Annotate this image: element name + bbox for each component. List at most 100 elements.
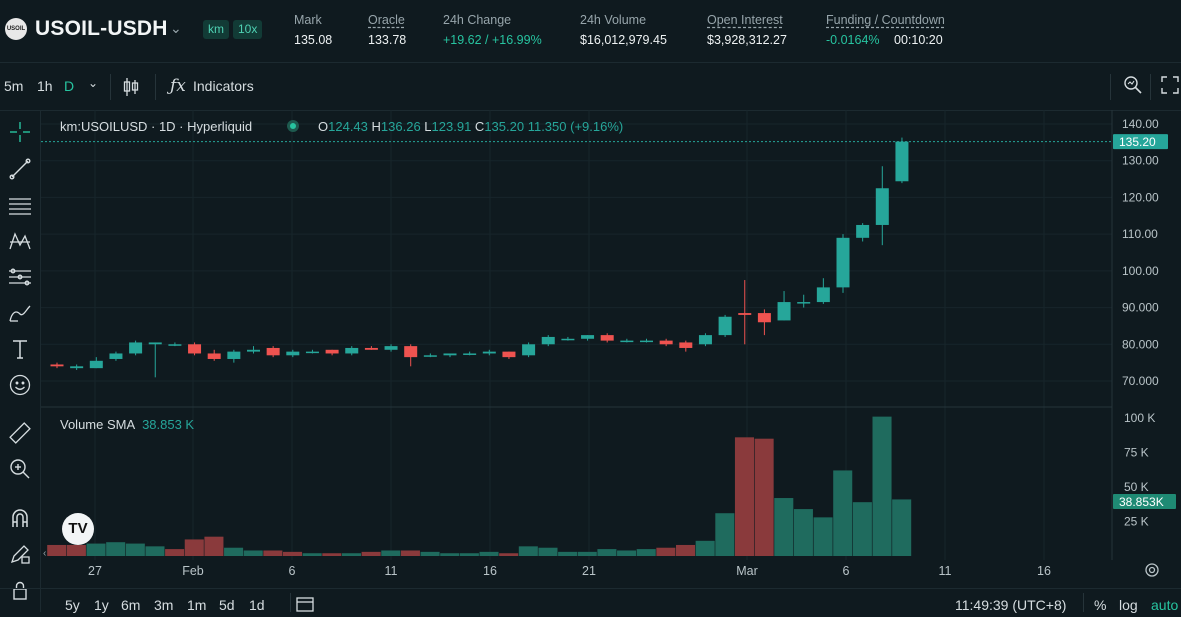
range-5d[interactable]: 5d [219,597,235,613]
candle-body [561,338,575,341]
candle-body [856,224,870,238]
fx-icon[interactable]: ƒx [170,76,186,96]
candle-body [757,313,771,323]
range-1d[interactable]: 1d [249,597,265,613]
zoom-search-icon[interactable] [1123,75,1143,100]
stat-label[interactable]: Open Interest [707,13,783,27]
tradingview-logo-icon[interactable]: TV [62,513,94,545]
volume-bar [636,549,656,556]
auto-toggle[interactable]: auto [1151,597,1179,613]
range-1y[interactable]: 1y [94,597,109,613]
indicators-button[interactable]: Indicators [193,78,254,94]
range-3m[interactable]: 3m [154,597,174,613]
chevron-down-icon[interactable]: ⌄ [170,20,182,36]
low-label: L [424,119,432,134]
pattern-icon[interactable] [7,228,33,254]
symbol-selector[interactable]: USOIL-USDH [35,17,168,40]
clock-time[interactable]: 11:49:39 (UTC+8) [955,597,1067,613]
candle-body [718,316,732,336]
time-tick-label: Mar [736,564,758,578]
candle-body [188,344,202,354]
brush-icon[interactable] [7,300,33,326]
candle-body [581,335,595,339]
volume-bar [734,437,754,556]
percent-toggle[interactable]: % [1094,597,1107,613]
emoji-icon[interactable] [7,372,33,398]
time-tick-label: 11 [385,564,398,578]
interval-d[interactable]: D [64,78,75,94]
candle-body [522,344,536,356]
volume-bar [302,553,322,556]
trend-line-icon[interactable] [7,156,33,182]
divider [290,593,291,612]
zoom-in-icon[interactable] [7,456,33,482]
date-range-icon[interactable] [296,596,314,617]
chart-title: km:USOILUSD · 1D · Hyperliquid [60,119,253,134]
candle-body [109,353,123,359]
candles [50,137,909,378]
volume-bar [86,543,106,556]
time-tick-label: 27 [88,564,102,578]
candle-body [659,340,673,345]
stat-label: 24h Volume [580,13,647,27]
volume-tick-label: 75 K [1124,446,1149,460]
candle-body [816,287,830,303]
stat-label[interactable]: Funding / Countdown [826,13,945,27]
candle-body [875,188,889,225]
volume-bar [145,546,165,556]
range-6m[interactable]: 6m [121,597,141,613]
time-tick-label: Feb [182,564,204,578]
stat-label[interactable]: Oracle [368,13,405,27]
coin-logo: USOIL [5,18,27,40]
range-5y[interactable]: 5y [65,597,80,613]
crosshair-icon[interactable] [7,119,33,145]
price-tick-label: 80.000 [1122,337,1159,351]
volume-bar [479,551,499,556]
interval-1h[interactable]: 1h [37,78,53,94]
lock-pencil-icon[interactable] [7,541,33,567]
market-type-badge: km [203,20,229,39]
divider [1150,74,1151,100]
fullscreen-icon[interactable] [1161,76,1179,99]
chart-toolbar: 5m 1h D ⌄ ƒx Indicators [0,62,1181,111]
forecast-icon[interactable] [7,264,33,290]
range-1m[interactable]: 1m [187,597,207,613]
candle-body [168,344,182,346]
log-toggle[interactable]: log [1119,597,1138,613]
volume-tick-label: 100 K [1124,411,1155,425]
volume-bar [793,509,813,556]
magnet-icon[interactable] [7,505,33,531]
volume-sma-label: 38.853K [1119,495,1164,509]
candle-body [247,349,260,352]
volume-bar [165,549,185,556]
fib-lines-icon[interactable] [7,193,33,219]
scroll-left-icon[interactable]: ‹ [43,548,47,559]
volume-axis-ticks: 100 K 75 K 50 K 25 K [1124,411,1155,529]
volume-bar [695,540,715,556]
text-tool-icon[interactable] [7,336,33,362]
candles-icon[interactable] [122,77,140,102]
candle-body [541,336,555,345]
price-tick-label: 70.000 [1122,374,1159,388]
candle-body [836,237,850,288]
low-value: 123.91 [431,119,472,134]
drawing-tools-sidebar [0,110,41,612]
interval-5m[interactable]: 5m [4,78,24,94]
settings-gear-icon[interactable] [1144,562,1160,583]
candle-body [443,353,457,356]
volume-bar [538,547,558,556]
volume-sma-tag [1113,494,1176,509]
candle-body [463,353,477,355]
candle-body [640,340,653,343]
time-tick-label: 11 [939,564,952,578]
volume-bar [577,551,597,556]
ruler-icon[interactable] [7,420,33,446]
volume-bar [617,550,637,556]
price-tick-label: 100.00 [1122,264,1159,278]
lock-icon[interactable] [7,577,33,603]
candle-body [345,347,359,354]
leverage-badge[interactable]: 10x [233,20,263,39]
chevron-down-icon[interactable]: ⌄ [88,76,99,90]
stat-value: 133.78 [368,33,407,47]
